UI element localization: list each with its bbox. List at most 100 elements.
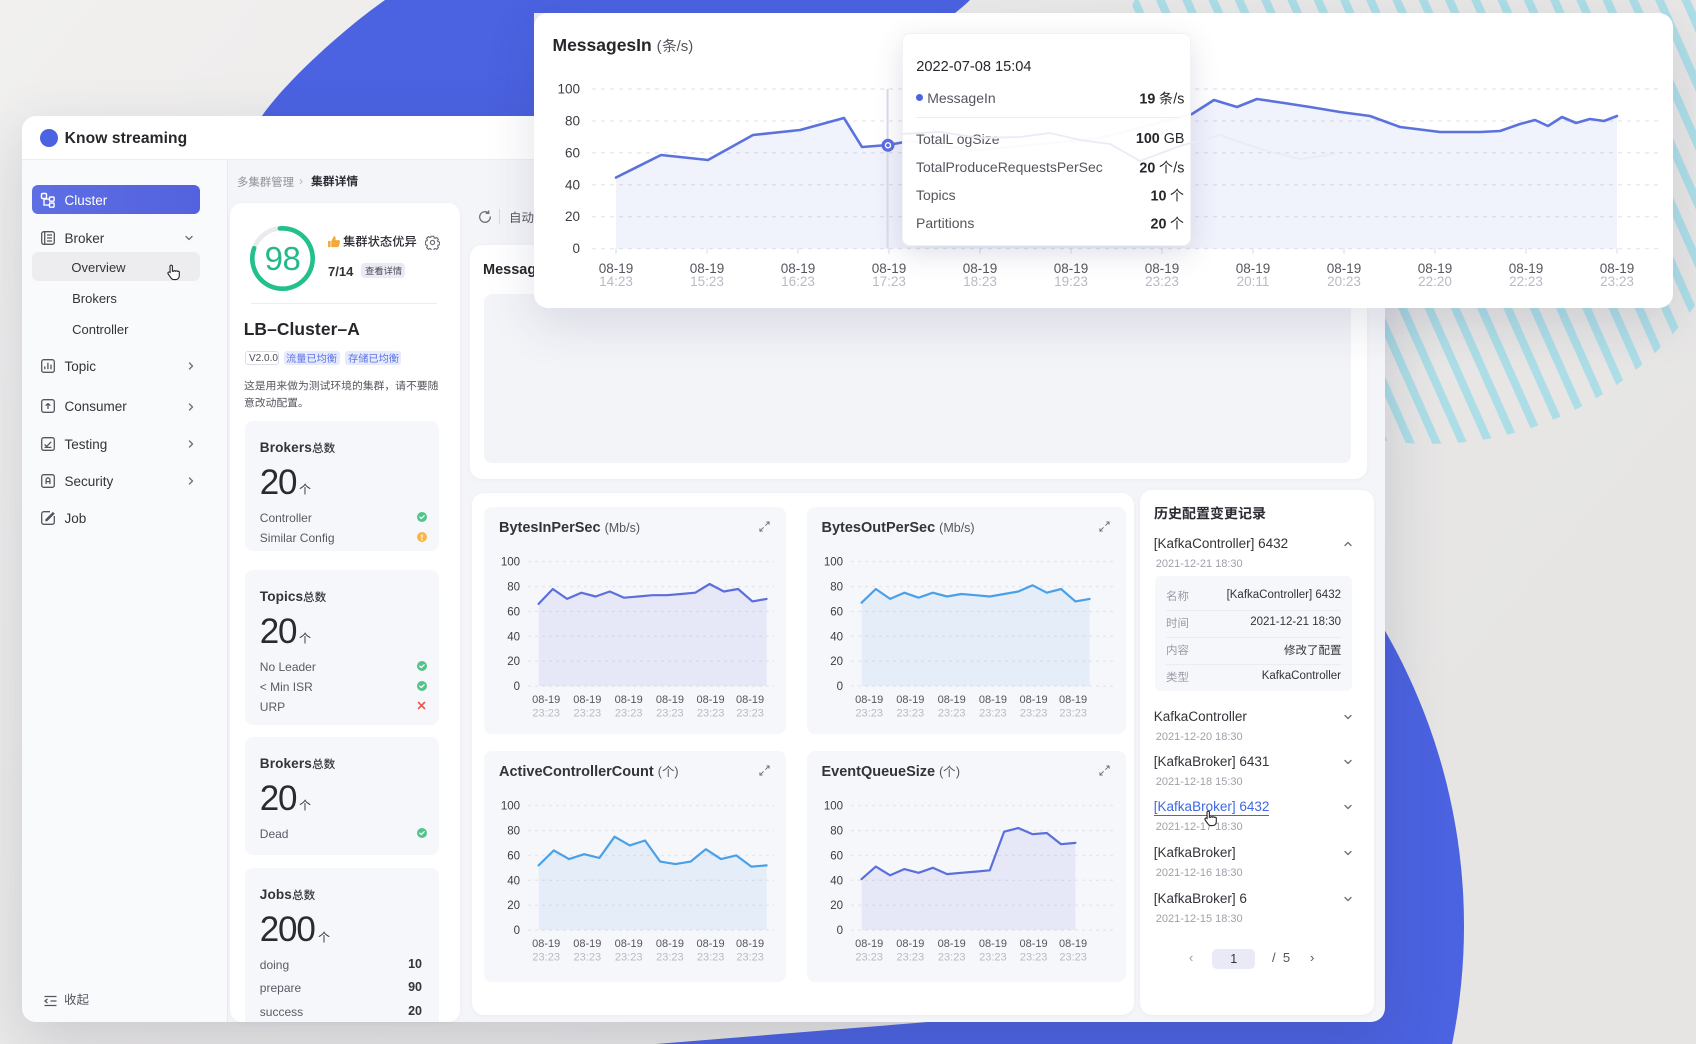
svg-text:22:23: 22:23	[1509, 274, 1543, 289]
svg-text:20: 20	[830, 656, 843, 668]
svg-text:100: 100	[823, 801, 842, 813]
svg-text:08-19: 08-19	[615, 694, 643, 706]
svg-text:23:23: 23:23	[736, 708, 764, 720]
svg-text:08-19: 08-19	[937, 938, 965, 950]
svg-text:08-19: 08-19	[1509, 261, 1544, 276]
svg-text:20: 20	[565, 209, 580, 224]
svg-text:18:23: 18:23	[963, 274, 997, 289]
svg-text:100: 100	[823, 557, 842, 569]
svg-text:17:23: 17:23	[872, 274, 906, 289]
svg-text:80: 80	[507, 582, 520, 594]
svg-text:08-19: 08-19	[855, 694, 883, 706]
svg-text:22:20: 22:20	[1418, 274, 1452, 289]
svg-text:23:23: 23:23	[656, 708, 684, 720]
svg-text:08-19: 08-19	[656, 694, 684, 706]
svg-text:23:23: 23:23	[896, 952, 924, 964]
svg-text:08-19: 08-19	[1327, 261, 1362, 276]
svg-text:08-19: 08-19	[615, 938, 643, 950]
svg-text:08-19: 08-19	[978, 694, 1006, 706]
svg-text:23:23: 23:23	[574, 708, 602, 720]
svg-text:23:23: 23:23	[532, 952, 560, 964]
svg-text:23:23: 23:23	[532, 708, 560, 720]
svg-text:60: 60	[507, 606, 520, 618]
svg-text:0: 0	[836, 925, 842, 937]
svg-text:80: 80	[507, 826, 520, 838]
svg-text:80: 80	[830, 582, 843, 594]
svg-text:08-19: 08-19	[896, 938, 924, 950]
svg-text:60: 60	[507, 850, 520, 862]
svg-text:23:23: 23:23	[855, 952, 883, 964]
svg-text:08-19: 08-19	[1236, 261, 1271, 276]
svg-text:08-19: 08-19	[690, 261, 725, 276]
svg-text:08-19: 08-19	[1145, 261, 1180, 276]
svg-text:23:23: 23:23	[697, 952, 725, 964]
svg-text:23:23: 23:23	[615, 952, 643, 964]
svg-text:20:23: 20:23	[1327, 274, 1361, 289]
svg-text:08-19: 08-19	[532, 694, 560, 706]
svg-text:60: 60	[830, 606, 843, 618]
svg-text:08-19: 08-19	[855, 938, 883, 950]
svg-text:08-19: 08-19	[1600, 261, 1635, 276]
svg-text:23:23: 23:23	[1600, 274, 1634, 289]
svg-text:20:11: 20:11	[1237, 274, 1270, 289]
svg-text:08-19: 08-19	[1054, 261, 1089, 276]
svg-text:23:23: 23:23	[937, 708, 965, 720]
svg-text:23:23: 23:23	[979, 708, 1007, 720]
svg-text:23:23: 23:23	[1145, 274, 1179, 289]
svg-text:08-19: 08-19	[1418, 261, 1453, 276]
svg-text:0: 0	[514, 925, 520, 937]
svg-text:23:23: 23:23	[574, 952, 602, 964]
svg-text:08-19: 08-19	[872, 261, 907, 276]
svg-text:23:23: 23:23	[896, 708, 924, 720]
svg-text:08-19: 08-19	[599, 261, 634, 276]
svg-text:20: 20	[507, 900, 520, 912]
svg-text:08-19: 08-19	[896, 694, 924, 706]
svg-text:40: 40	[830, 631, 843, 643]
svg-text:08-19: 08-19	[736, 938, 764, 950]
svg-text:08-19: 08-19	[963, 261, 998, 276]
svg-text:100: 100	[501, 801, 520, 813]
svg-text:80: 80	[830, 826, 843, 838]
svg-text:40: 40	[830, 875, 843, 887]
svg-text:14:23: 14:23	[599, 274, 633, 289]
svg-text:23:23: 23:23	[1019, 708, 1047, 720]
svg-text:08-19: 08-19	[532, 938, 560, 950]
svg-text:15:23: 15:23	[690, 274, 724, 289]
svg-text:23:23: 23:23	[1019, 952, 1047, 964]
svg-text:60: 60	[565, 145, 580, 160]
svg-text:100: 100	[557, 82, 580, 97]
svg-text:08-19: 08-19	[937, 694, 965, 706]
svg-text:100: 100	[501, 557, 520, 569]
svg-text:08-19: 08-19	[573, 938, 601, 950]
svg-text:16:23: 16:23	[781, 274, 815, 289]
svg-text:0: 0	[514, 681, 520, 693]
svg-text:08-19: 08-19	[656, 938, 684, 950]
svg-text:23:23: 23:23	[736, 952, 764, 964]
svg-text:60: 60	[830, 850, 843, 862]
svg-text:08-19: 08-19	[1059, 694, 1087, 706]
svg-text:23:23: 23:23	[615, 708, 643, 720]
svg-text:08-19: 08-19	[781, 261, 816, 276]
svg-text:80: 80	[565, 113, 580, 128]
svg-text:08-19: 08-19	[1019, 938, 1047, 950]
svg-text:08-19: 08-19	[573, 694, 601, 706]
svg-text:23:23: 23:23	[1059, 952, 1087, 964]
svg-text:19:23: 19:23	[1054, 274, 1088, 289]
svg-text:20: 20	[830, 900, 843, 912]
svg-text:40: 40	[507, 631, 520, 643]
svg-text:23:23: 23:23	[979, 952, 1007, 964]
svg-text:23:23: 23:23	[937, 952, 965, 964]
svg-text:08-19: 08-19	[697, 694, 725, 706]
svg-text:40: 40	[565, 177, 580, 192]
svg-text:20: 20	[507, 656, 520, 668]
svg-text:08-19: 08-19	[978, 938, 1006, 950]
svg-text:23:23: 23:23	[697, 708, 725, 720]
svg-text:23:23: 23:23	[855, 708, 883, 720]
svg-text:0: 0	[572, 241, 580, 256]
svg-text:08-19: 08-19	[697, 938, 725, 950]
svg-text:23:23: 23:23	[656, 952, 684, 964]
svg-text:08-19: 08-19	[1019, 694, 1047, 706]
svg-text:23:23: 23:23	[1059, 708, 1087, 720]
svg-text:40: 40	[507, 875, 520, 887]
svg-text:0: 0	[836, 681, 842, 693]
